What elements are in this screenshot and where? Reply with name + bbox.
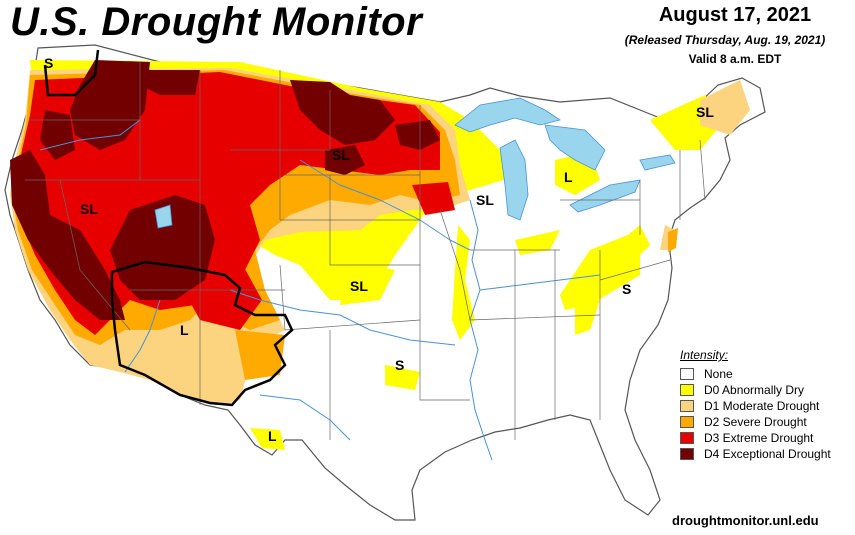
label-sl-great-basin: SL <box>80 201 98 217</box>
legend-items: None D0 Abnormally Dry D1 Moderate Drought… <box>680 366 852 462</box>
legend-item: D3 Extreme Drought <box>680 430 852 446</box>
legend-swatch <box>680 400 694 412</box>
legend-item: None <box>680 366 852 382</box>
legend-swatch <box>680 368 694 380</box>
legend-swatch <box>680 384 694 396</box>
intensity-legend: Intensity: None D0 Abnormally Dry D1 Moder… <box>680 348 852 462</box>
release-date: (Released Thursday, Aug. 19, 2021) <box>624 33 826 47</box>
d4-areas <box>10 60 440 320</box>
source-url[interactable]: droughtmonitor.unl.edu <box>672 513 819 528</box>
map-title: U.S. Drought Monitor <box>10 0 423 44</box>
rivers <box>39 119 601 461</box>
label-l-west-texas: L <box>268 428 277 444</box>
label-s-texas: S <box>395 357 404 373</box>
label-sl-dakotas: SL <box>332 147 350 163</box>
legend-swatch <box>680 432 694 444</box>
lake-michigan <box>499 139 529 221</box>
legend-label: D1 Moderate Drought <box>704 399 820 413</box>
legend-title: Intensity: <box>680 348 729 362</box>
lake-erie <box>569 179 641 213</box>
label-l-michigan: L <box>564 169 573 185</box>
legend-swatch <box>680 448 694 460</box>
label-sl-upper-mw: SL <box>476 192 494 208</box>
legend-label: D3 Extreme Drought <box>704 431 814 445</box>
great-salt-lake <box>154 204 173 229</box>
label-s-virginia: S <box>622 281 631 297</box>
legend-item: D1 Moderate Drought <box>680 398 852 414</box>
legend-label: D0 Abnormally Dry <box>704 383 805 397</box>
map-date: August 17, 2021 <box>658 4 812 26</box>
lake-huron <box>544 124 606 171</box>
impact-boundaries <box>43 49 294 407</box>
lake-superior <box>454 97 561 133</box>
legend-item: D2 Severe Drought <box>680 414 852 430</box>
label-sl-new-england: SL <box>696 104 714 120</box>
legend-swatch <box>680 416 694 428</box>
label-s-nw: S <box>44 55 53 71</box>
valid-time: Valid 8 a.m. EDT <box>688 52 782 66</box>
lake-ontario <box>639 154 676 171</box>
label-sl-plains: SL <box>350 278 368 294</box>
impact-labels: S SL SL SL L SL L S L S SL <box>44 55 714 444</box>
legend-label: D4 Exceptional Drought <box>704 447 831 461</box>
legend-label: D2 Severe Drought <box>704 415 807 429</box>
state-lines <box>25 62 706 440</box>
legend-item: D4 Exceptional Drought <box>680 446 852 462</box>
legend-label: None <box>704 367 733 381</box>
legend-item: D0 Abnormally Dry <box>680 382 852 398</box>
label-l-southwest: L <box>180 322 189 338</box>
great-lakes <box>154 97 676 229</box>
